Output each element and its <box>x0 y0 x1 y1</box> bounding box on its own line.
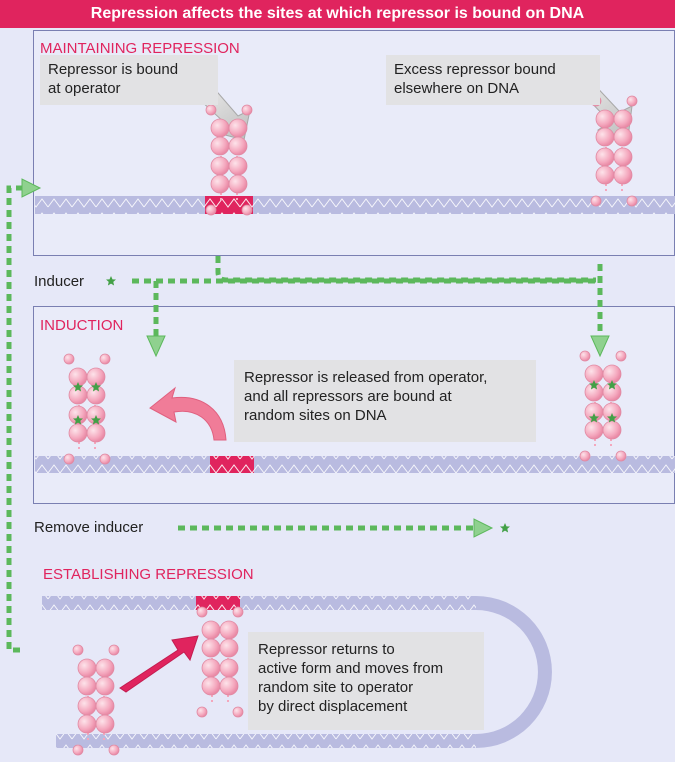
remove-inducer-label: Remove inducer <box>34 519 144 536</box>
callout-establishing: Repressor returns to active form and mov… <box>248 632 484 730</box>
operator-site-induction <box>210 456 254 473</box>
release-arrow <box>149 386 227 441</box>
figure-title: Repression affects the sites at which re… <box>0 0 675 28</box>
operator-site-establishing <box>196 596 240 610</box>
callout-excess-repressor: Excess repressor bound elsewhere on DNA <box>386 55 600 105</box>
flow-arrows <box>6 185 603 653</box>
removed-inducer-star-icon <box>500 523 510 533</box>
callout-induction: Repressor is released from operator, and… <box>234 360 536 442</box>
dna-loop-establishing <box>42 596 552 748</box>
inducer-star-icon <box>106 276 116 286</box>
repressor-induced-right <box>579 350 627 462</box>
flow-arrowheads <box>21 178 610 538</box>
heading-induction: INDUCTION <box>40 317 124 334</box>
displacement-arrow <box>119 635 199 693</box>
repressor-at-operator-establishing <box>196 606 244 718</box>
heading-establishing-repression: ESTABLISHING REPRESSION <box>43 566 254 583</box>
dna-strand-induction <box>35 456 675 473</box>
dna-strand-maintaining <box>35 196 675 214</box>
heading-maintaining-repression: MAINTAINING REPRESSION <box>40 40 240 57</box>
inducer-label: Inducer <box>34 273 85 290</box>
operator-site-maintaining <box>205 196 253 214</box>
repressor-released-left <box>63 353 111 465</box>
callout-repressor-bound-operator: Repressor is bound at operator <box>40 55 218 105</box>
